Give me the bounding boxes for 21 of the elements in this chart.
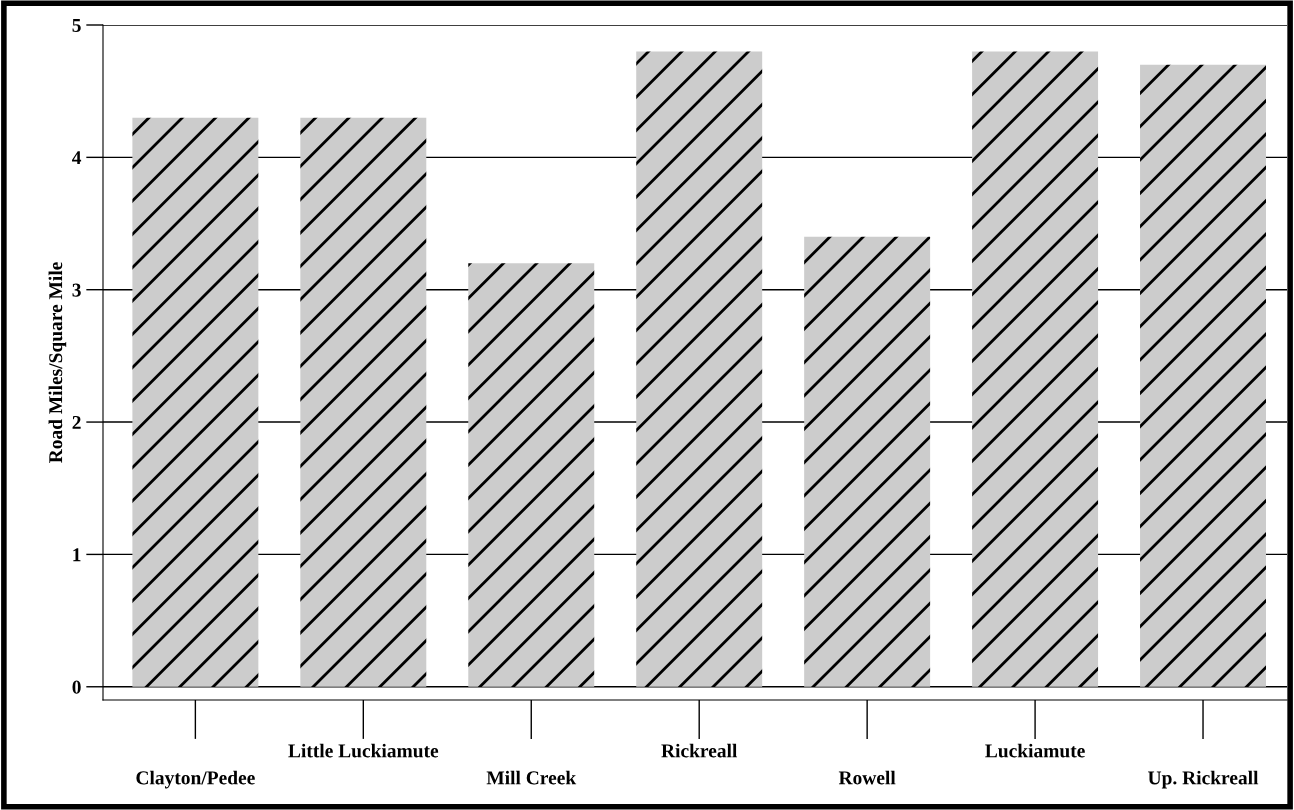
y-tick-label: 5	[72, 19, 81, 32]
bar	[132, 117, 259, 687]
bar	[300, 117, 427, 687]
x-tick-label: Mill Creek	[486, 770, 577, 785]
x-tick-label: Clayton/Pedee	[136, 770, 255, 789]
bar	[468, 263, 595, 687]
bar	[804, 236, 931, 687]
x-tick-label: Rickreall	[661, 743, 738, 758]
bar	[636, 51, 763, 687]
y-axis-title: Road Miles/Square Mile	[48, 262, 67, 463]
y-tick-label: 3	[72, 283, 81, 297]
y-tick-label: 0	[72, 680, 81, 694]
y-tick-label: 2	[72, 415, 81, 429]
y-tick-label: 4	[72, 151, 82, 165]
y-tick-label: 1	[73, 548, 81, 562]
x-tick-label: Rowell	[838, 770, 896, 785]
x-tick-label: Little Luckiamute	[288, 743, 439, 758]
bar	[972, 51, 1099, 687]
x-tick-label: Up. Rickreall	[1148, 770, 1259, 789]
bar	[1140, 64, 1267, 687]
x-tick-label: Luckiamute	[985, 743, 1085, 758]
